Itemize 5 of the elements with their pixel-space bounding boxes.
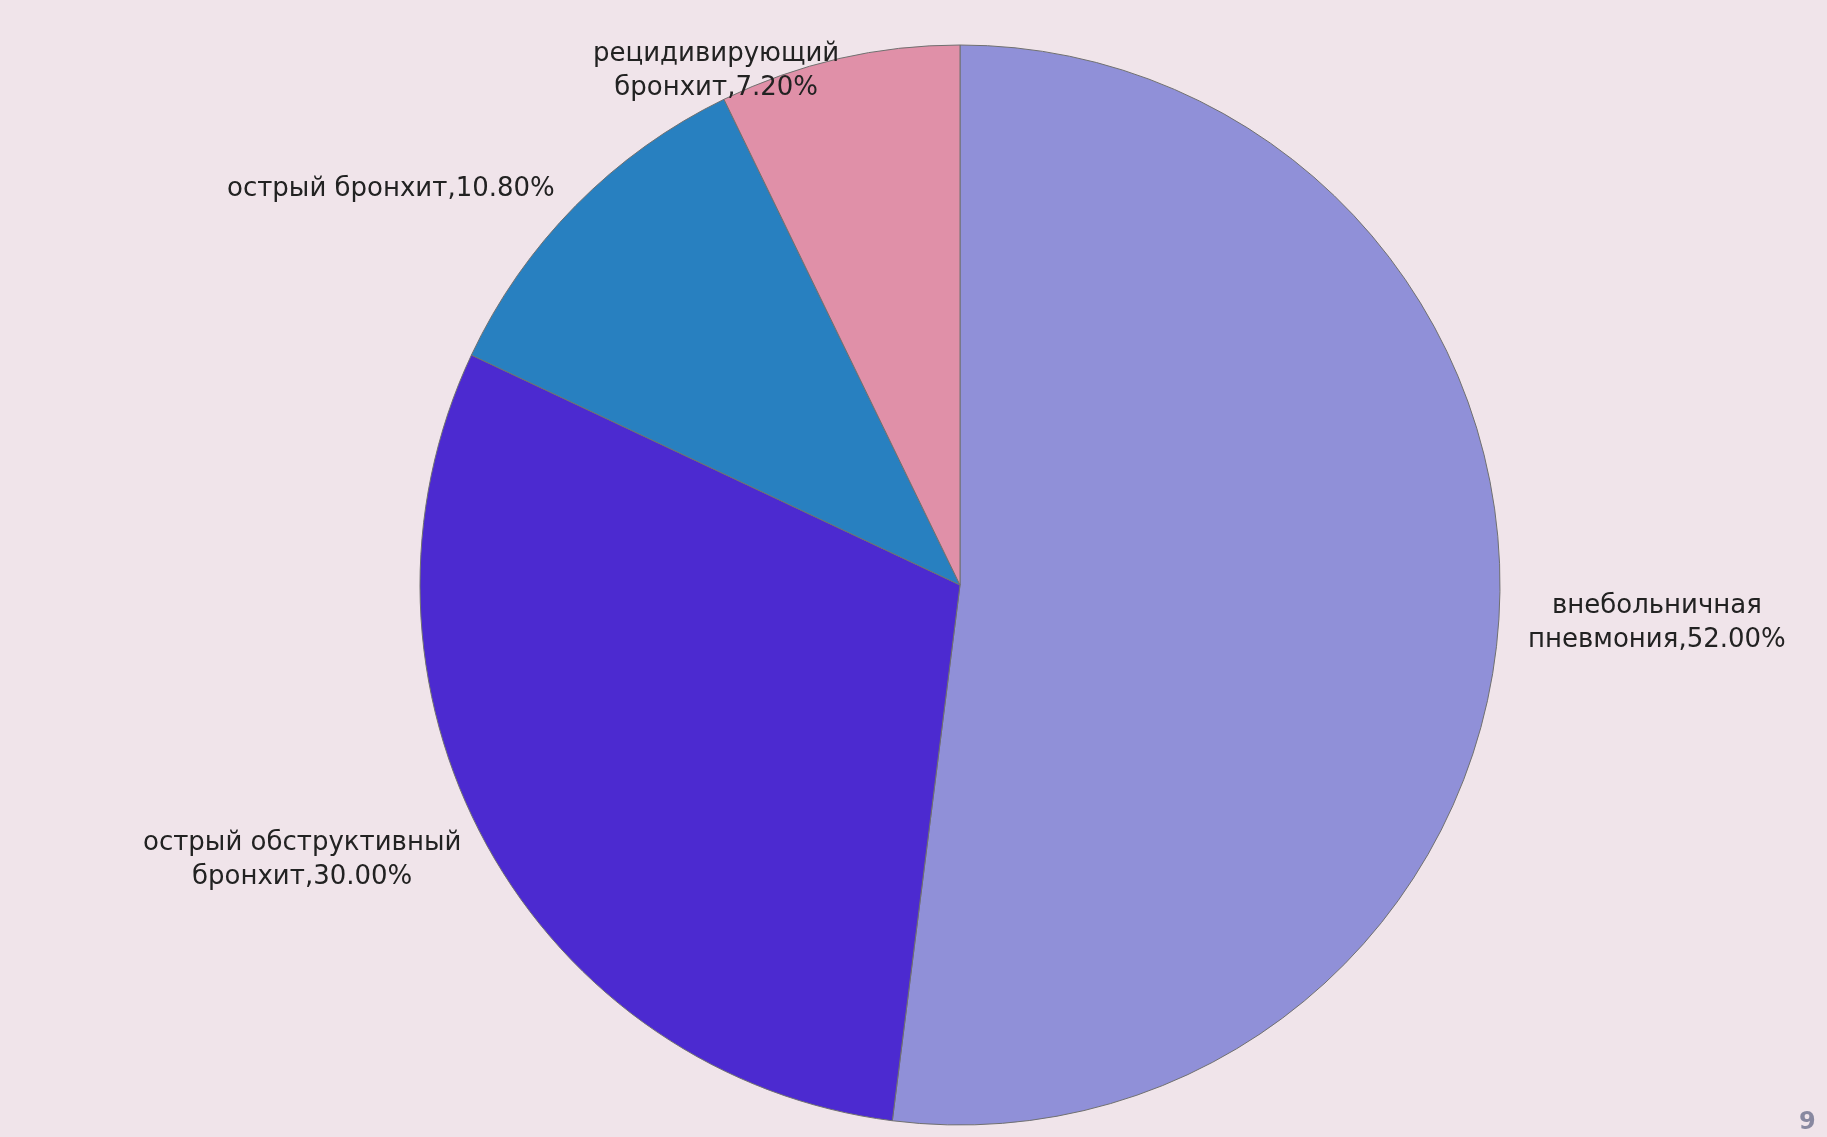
slice-label: внебольничная пневмония,52.00% (1528, 589, 1786, 653)
slice-label: острый бронхит,10.80% (227, 172, 555, 202)
slice-label: рецидивирующий бронхит,7.20% (593, 37, 840, 101)
slice-label: острый обструктивный бронхит,30.00% (143, 826, 462, 890)
text: 9 (1799, 1107, 1816, 1135)
